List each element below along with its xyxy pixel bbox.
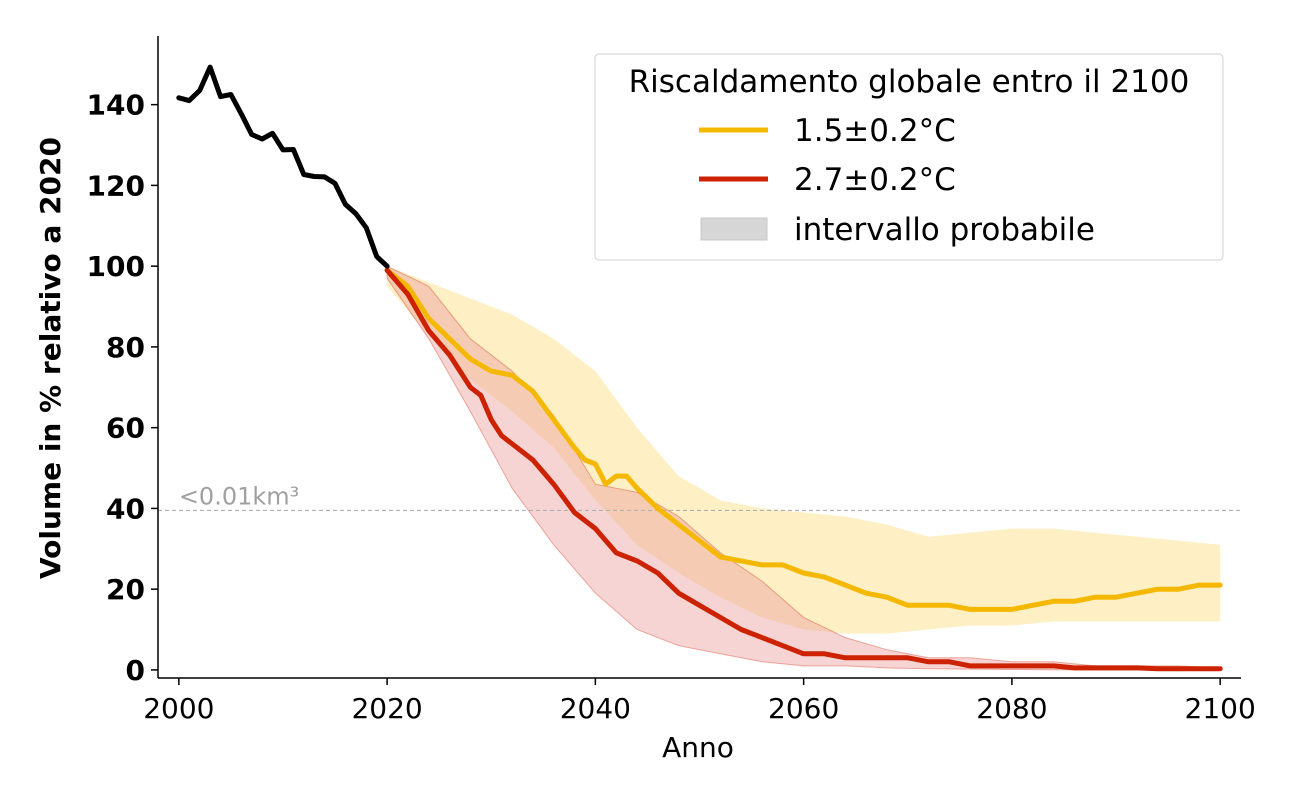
x-tick-label-2100: 2100 bbox=[1185, 692, 1256, 725]
y-tick-label-100: 100 bbox=[87, 250, 145, 283]
x-axis-ticks: 2000 2020 2040 2060 2080 2100 bbox=[143, 678, 1256, 725]
y-axis-title: Volume in % relativo a 2020 bbox=[34, 137, 67, 579]
x-tick-label-2080: 2080 bbox=[976, 692, 1047, 725]
observed-line bbox=[176, 64, 390, 269]
likely-range-bands bbox=[386, 265, 1221, 671]
y-axis-ticks: 0 20 40 60 80 100 120 140 bbox=[87, 89, 158, 687]
x-tick-label-2000: 2000 bbox=[143, 692, 214, 725]
series-lines bbox=[176, 64, 1223, 672]
legend-box bbox=[594, 53, 1224, 261]
series-line-1 bbox=[384, 267, 1223, 612]
legend-title: Riscaldamento globale entro il 2100 bbox=[629, 64, 1190, 100]
y-tick-label-120: 120 bbox=[87, 169, 145, 202]
likely-range-band-1 bbox=[387, 266, 1221, 634]
y-tick-label-40: 40 bbox=[106, 492, 145, 525]
y-tick-label-80: 80 bbox=[106, 331, 145, 364]
y-tick-label-0: 0 bbox=[126, 654, 145, 687]
legend-label-low: 1.5±0.2°C bbox=[794, 113, 956, 149]
x-tick-label-2020: 2020 bbox=[351, 692, 422, 725]
series-line-2 bbox=[384, 267, 1223, 672]
legend: Riscaldamento globale entro il 2100 1.5±… bbox=[594, 53, 1224, 261]
threshold-label: <0.01km³ bbox=[179, 482, 299, 510]
y-tick-label-140: 140 bbox=[87, 89, 145, 122]
legend-label-high: 2.7±0.2°C bbox=[794, 162, 956, 198]
x-tick-label-2060: 2060 bbox=[768, 692, 839, 725]
y-tick-label-20: 20 bbox=[106, 573, 145, 606]
y-tick-label-60: 60 bbox=[106, 412, 145, 445]
x-axis-title: Anno bbox=[662, 731, 734, 764]
x-tick-label-2040: 2040 bbox=[560, 692, 631, 725]
legend-swatch-range bbox=[700, 217, 768, 241]
legend-label-range: intervallo probabile bbox=[794, 212, 1095, 248]
